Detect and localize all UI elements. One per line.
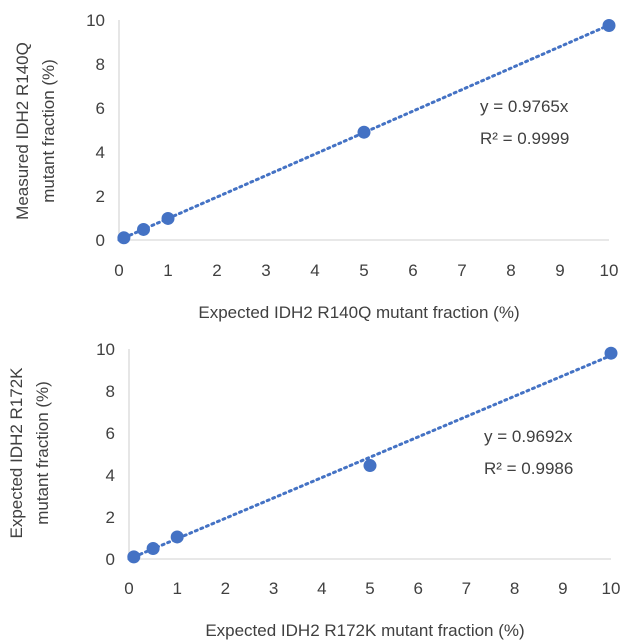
x-tick-label: 10 [600,261,619,280]
data-point [161,211,175,225]
data-point [137,222,150,236]
data-point [604,346,618,360]
trendline-equation: y = 0.9765x [480,97,569,116]
data-point [146,542,160,555]
y-tick-label: 10 [96,340,115,359]
x-tick-label: 0 [124,579,133,598]
x-tick-label: 7 [457,261,466,280]
y-tick-label: 8 [106,382,115,401]
data-point [602,19,616,32]
trendline [117,23,611,242]
x-tick-labels: 0 1 2 3 4 5 6 7 8 9 10 [114,261,618,280]
y-tick-label: 2 [106,508,115,527]
x-axis-title: Expected IDH2 R172K mutant fraction (%) [205,621,524,640]
chart-r172k: 0 2 4 6 8 10 0 1 2 3 4 5 6 7 8 9 10 y = 0.9692x R² = 0.… [7,340,620,640]
data-points [117,19,616,245]
x-tick-label: 9 [555,261,564,280]
y-tick-labels: 0 2 4 6 8 10 [96,340,115,569]
data-point [357,125,371,139]
data-point [363,459,377,473]
y-axis-title-line2: mutant fraction (%) [39,59,58,203]
y-axis-title-line2: mutant fraction (%) [33,381,52,525]
trendline-equation: y = 0.9692x [484,427,573,446]
y-tick-label: 6 [106,424,115,443]
y-tick-label: 4 [96,143,105,162]
x-tick-label: 8 [510,579,519,598]
y-tick-label: 10 [86,11,105,30]
y-tick-labels: 0 2 4 6 8 10 [86,11,105,250]
x-tick-label: 2 [212,261,221,280]
x-tick-label: 1 [163,261,172,280]
x-tick-label: 9 [558,579,567,598]
y-tick-label: 0 [96,231,105,250]
x-tick-label: 1 [172,579,181,598]
x-tick-label: 5 [359,261,368,280]
y-tick-label: 4 [106,466,115,485]
x-tick-label: 5 [365,579,374,598]
x-tick-labels: 0 1 2 3 4 5 6 7 8 9 10 [124,579,620,598]
data-point [170,530,184,544]
x-tick-label: 6 [408,261,417,280]
chart-r140q: 0 2 4 6 8 10 0 1 2 3 4 5 6 7 8 9 10 y = 0.9765x R² = 0.… [13,11,618,322]
y-axis-title-line1: Measured IDH2 R140Q [13,42,32,220]
x-tick-label: 3 [269,579,278,598]
y-axis-title-line1: Expected IDH2 R172K [7,367,26,539]
x-tick-label: 2 [221,579,230,598]
data-points [127,346,618,564]
x-tick-label: 8 [506,261,515,280]
y-tick-label: 6 [96,99,105,118]
x-tick-label: 6 [413,579,422,598]
y-tick-label: 0 [106,550,115,569]
trendline [127,353,613,561]
x-tick-label: 3 [261,261,270,280]
x-tick-label: 4 [317,579,326,598]
r-squared-label: R² = 0.9986 [484,459,573,478]
y-tick-label: 8 [96,55,105,74]
x-tick-label: 10 [602,579,621,598]
x-tick-label: 0 [114,261,123,280]
y-tick-label: 2 [96,187,105,206]
x-tick-label: 4 [310,261,319,280]
x-tick-label: 7 [462,579,471,598]
r-squared-label: R² = 0.9999 [480,129,569,148]
data-point [127,550,141,564]
x-axis-title: Expected IDH2 R140Q mutant fraction (%) [198,303,519,322]
data-point [117,231,131,245]
